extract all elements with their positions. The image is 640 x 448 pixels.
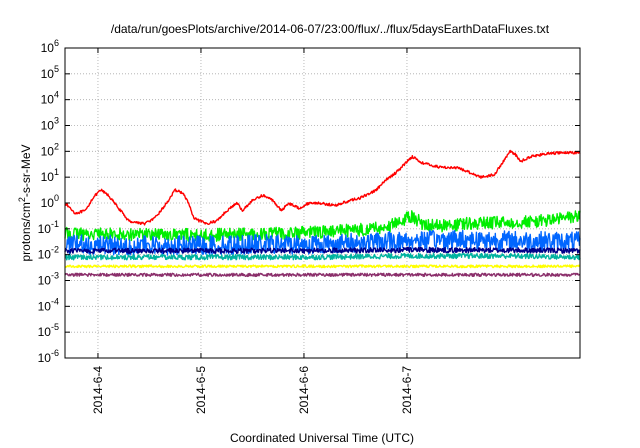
y-tick-labels: 10610510410310210110010-110-210-310-410-… [38, 38, 59, 365]
y-tick-exp: 0 [54, 193, 59, 203]
y-tick-base: 10 [41, 144, 55, 158]
y-axis-label-sup: 2 [17, 197, 27, 202]
y-tick-label: 105 [41, 64, 59, 81]
y-tick-exp: -3 [51, 271, 59, 281]
tick-marks [65, 47, 580, 359]
y-tick-exp: 5 [54, 64, 59, 74]
y-tick-label: 103 [41, 116, 59, 133]
y-tick-base: 10 [38, 248, 52, 262]
series-line [64, 264, 581, 269]
y-tick-base: 10 [41, 119, 55, 133]
y-tick-exp: -2 [51, 245, 59, 255]
y-tick-label: 100 [41, 193, 59, 210]
y-tick-label: 10-5 [38, 322, 59, 339]
x-tick-label: 2014-6-6 [297, 366, 311, 414]
y-tick-base: 10 [41, 93, 55, 107]
y-axis-label-pre: protons/cm [19, 202, 33, 261]
y-tick-label: 102 [41, 141, 59, 158]
y-axis-label-post: -s-sr-MeV [19, 144, 33, 197]
series-line [64, 252, 581, 261]
y-tick-label: 101 [41, 167, 59, 184]
y-tick-exp: 3 [54, 116, 59, 126]
y-tick-base: 10 [38, 299, 52, 313]
y-axis-label: protons/cm2-s-sr-MeV [17, 144, 33, 261]
y-tick-exp: 2 [54, 141, 59, 151]
y-tick-base: 10 [41, 67, 55, 81]
x-tick-label: 2014-6-4 [91, 366, 105, 414]
chart-title: /data/run/goesPlots/archive/2014-06-07/2… [111, 22, 550, 36]
series-line [64, 272, 581, 278]
y-tick-exp: 4 [54, 90, 59, 100]
y-tick-base: 10 [38, 351, 52, 365]
y-tick-label: 10-4 [38, 296, 59, 313]
y-tick-label: 104 [41, 90, 59, 107]
y-tick-exp: -6 [51, 348, 59, 358]
y-tick-base: 10 [41, 41, 55, 55]
y-tick-base: 10 [38, 222, 52, 236]
y-tick-base: 10 [38, 274, 52, 288]
x-tick-label: 2014-6-5 [194, 366, 208, 414]
x-tick-labels: 2014-6-4 2014-6-5 2014-6-6 2014-6-7 [91, 366, 414, 414]
y-tick-exp: 6 [54, 38, 59, 48]
y-tick-base: 10 [38, 325, 52, 339]
series-line [64, 246, 581, 255]
y-tick-exp: 1 [54, 167, 59, 177]
y-tick-exp: -4 [51, 296, 59, 306]
series-layer [64, 149, 581, 278]
y-tick-base: 10 [41, 196, 55, 210]
x-axis-label: Coordinated Universal Time (UTC) [230, 431, 414, 445]
x-tick-label: 2014-6-7 [400, 366, 414, 414]
series-line [64, 210, 581, 243]
y-tick-exp: -5 [51, 322, 59, 332]
y-tick-label: 106 [41, 38, 59, 55]
y-tick-exp: -1 [51, 219, 59, 229]
series-line [64, 149, 581, 226]
y-tick-label: 10-3 [38, 271, 59, 288]
y-tick-label: 10-6 [38, 348, 59, 365]
y-tick-label: 10-2 [38, 245, 59, 262]
y-tick-base: 10 [41, 170, 55, 184]
y-tick-label: 10-1 [38, 219, 59, 236]
